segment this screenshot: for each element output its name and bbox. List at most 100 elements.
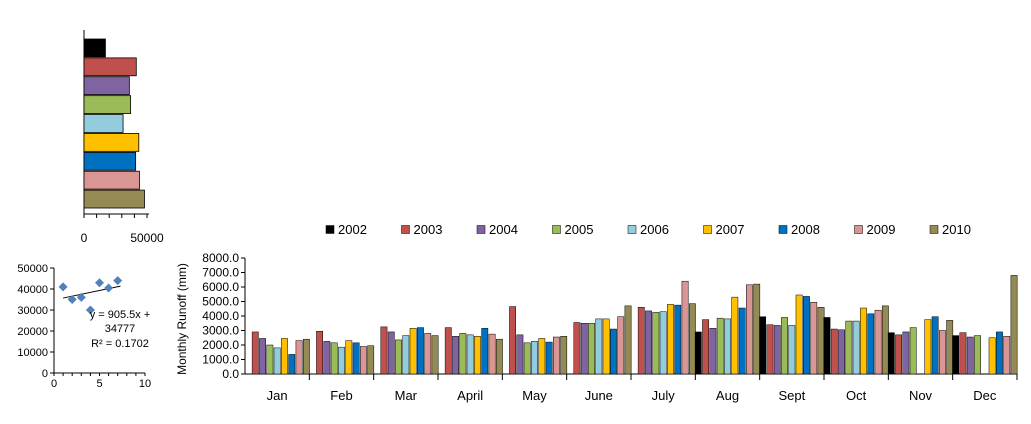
monthly-bar [417, 327, 424, 375]
monthly-bar [431, 335, 439, 375]
scatter-x-tick-label: 0 [51, 378, 57, 390]
monthly-bar [360, 346, 367, 375]
monthly-bar [823, 317, 831, 375]
scatter-point [67, 295, 77, 304]
monthly-bar [330, 342, 338, 375]
monthly-bar [924, 319, 932, 375]
legend-swatch [854, 225, 863, 234]
monthly-bar [781, 317, 788, 375]
scatter-y-tick-label: 30000 [17, 305, 48, 317]
monthly-bar [409, 328, 417, 375]
legend-swatch [476, 225, 486, 234]
monthly-bar [573, 322, 581, 375]
hbar-bar [83, 151, 137, 171]
scatter-point [113, 276, 123, 286]
monthly-x-tick-label: May [522, 388, 547, 403]
monthly-y-tick-label: 7000.0 [202, 266, 239, 280]
monthly-bar [795, 294, 803, 375]
monthly-y-tick-label: 0.0 [222, 367, 239, 381]
monthly-bar [830, 328, 838, 375]
monthly-bar [867, 313, 875, 375]
monthly-bar [495, 338, 503, 375]
legend-label: 2003 [414, 222, 443, 237]
monthly-bar [738, 307, 746, 375]
monthly-bar [531, 341, 538, 375]
monthly-y-tick-label: 2000.0 [202, 338, 239, 352]
legend-swatch [325, 225, 335, 234]
trendline-equation: 34777 [105, 323, 136, 335]
monthly-bar [345, 340, 353, 375]
monthly-bar [602, 318, 610, 375]
monthly-x-tick-label: April [457, 388, 483, 403]
legend-label: 2002 [338, 222, 367, 237]
monthly-x-tick-label: Dec [973, 388, 997, 403]
monthly-bar [895, 334, 903, 375]
monthly-bar [610, 328, 617, 375]
monthly-bar [466, 334, 474, 375]
scatter-y-tick-label: 50000 [17, 263, 48, 275]
scatter-y-tick-label: 20000 [17, 326, 48, 338]
monthly-bar [588, 323, 595, 375]
monthly-bar [523, 342, 531, 375]
monthly-bar [367, 345, 375, 375]
monthly-bar [974, 335, 981, 375]
scatter-y-tick-label: 0 [42, 368, 48, 380]
monthly-x-tick-label: Oct [846, 388, 867, 403]
scatter-point [58, 282, 68, 292]
monthly-bar [545, 341, 553, 375]
monthly-bar [988, 337, 996, 375]
monthly-bar [803, 296, 810, 375]
monthly-bar [316, 330, 324, 375]
monthly-bar [909, 327, 917, 375]
monthly-bar [338, 346, 345, 375]
legend-swatch [929, 225, 939, 234]
monthly-bar [288, 354, 296, 375]
legend-label: 2010 [942, 222, 971, 237]
monthly-bar [624, 305, 632, 375]
monthly-runoff-chart: 0.01000.02000.03000.04000.05000.06000.07… [175, 222, 1018, 403]
monthly-bar [946, 320, 954, 375]
scatter-y-tick-label: 40000 [17, 284, 48, 296]
monthly-bar [996, 331, 1003, 375]
legend-swatch [627, 225, 637, 234]
monthly-bar [452, 336, 459, 375]
monthly-bar [488, 333, 496, 375]
monthly-bar [746, 284, 753, 375]
monthly-bar [688, 303, 696, 375]
monthly-bar [266, 344, 274, 375]
hbar-x-tick-label: 50000 [130, 231, 164, 245]
monthly-bar [902, 331, 910, 375]
legend-swatch [552, 225, 561, 234]
monthly-bar [952, 335, 960, 375]
monthly-bar [852, 320, 860, 375]
hbar-bar [83, 38, 106, 58]
legend-label: 2006 [640, 222, 669, 237]
monthly-bar [731, 296, 739, 375]
monthly-bar [709, 328, 717, 375]
monthly-bar [674, 304, 682, 375]
monthly-bar [444, 327, 452, 375]
monthly-x-tick-label: Nov [909, 388, 933, 403]
monthly-x-tick-label: Mar [395, 388, 418, 403]
monthly-y-tick-label: 6000.0 [202, 280, 239, 294]
scatter-x-tick-label: 5 [96, 378, 102, 390]
legend-label: 2009 [867, 222, 896, 237]
monthly-bar [1010, 275, 1018, 375]
monthly-bar [645, 310, 652, 375]
monthly-bar [553, 336, 560, 375]
monthly-bar [637, 307, 645, 375]
monthly-bar [560, 336, 568, 375]
monthly-bar [251, 331, 259, 375]
monthly-y-axis-label: Monthly Runoff (mm) [175, 263, 189, 375]
monthly-bar [694, 331, 702, 375]
monthly-bar [753, 283, 761, 375]
monthly-bar [459, 333, 467, 375]
monthly-bar [474, 336, 481, 375]
monthly-bar [380, 326, 388, 375]
monthly-bar [509, 306, 517, 375]
hbar-bar [83, 189, 145, 209]
hbar-bar [83, 133, 140, 152]
scatter-point [76, 292, 86, 302]
monthly-bar [323, 341, 331, 375]
monthly-bar [352, 342, 360, 375]
